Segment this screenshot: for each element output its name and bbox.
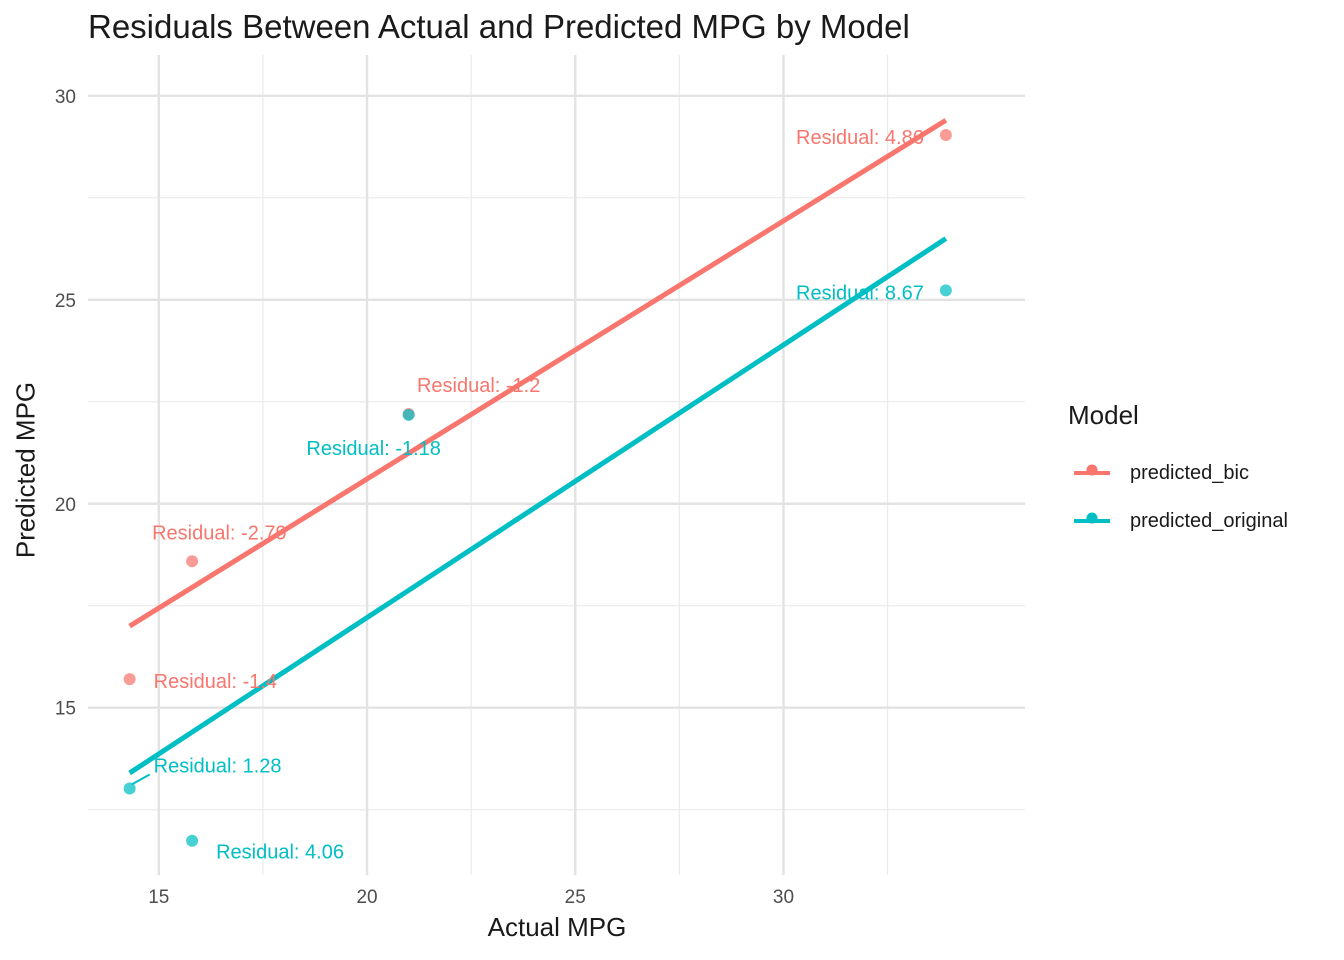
y-tick-label: 30 bbox=[55, 87, 76, 108]
residual-label-predicted-bic: Residual: 4.86 bbox=[796, 127, 924, 149]
x-tick-label: 20 bbox=[356, 887, 377, 908]
data-point-predicted-original bbox=[123, 782, 136, 795]
fit-lines bbox=[128, 118, 948, 776]
residual-label-predicted-bic: Residual: -1.2 bbox=[417, 375, 540, 397]
residual-label-predicted-original: Residual: 8.67 bbox=[796, 282, 924, 304]
y-tick-label: 20 bbox=[55, 495, 76, 516]
fit-line-predicted-original bbox=[128, 236, 948, 776]
chart-title: Residuals Between Actual and Predicted M… bbox=[88, 8, 910, 45]
data-point-predicted-original bbox=[939, 284, 952, 297]
x-tick-label: 30 bbox=[773, 887, 794, 908]
major-gridlines bbox=[88, 55, 1025, 875]
y-tick-label: 15 bbox=[55, 699, 76, 720]
legend: Model predicted_bic predicted_original bbox=[1068, 400, 1288, 545]
residual-label-predicted-bic: Residual: -2.79 bbox=[152, 522, 287, 544]
data-point-predicted-original bbox=[186, 834, 199, 847]
y-axis-tick-labels: 15 20 25 30 bbox=[55, 87, 76, 720]
minor-gridlines bbox=[88, 55, 1025, 875]
y-tick-label: 25 bbox=[55, 291, 76, 312]
fit-line-predicted-bic bbox=[128, 118, 948, 629]
legend-label-predicted-original: predicted_original bbox=[1130, 509, 1288, 532]
residual-label-predicted-original: Residual: 1.28 bbox=[154, 756, 282, 778]
legend-key-predicted-original bbox=[1068, 497, 1116, 545]
residual-label-predicted-bic: Residual: -1.4 bbox=[154, 671, 277, 693]
legend-point-predicted-bic bbox=[1086, 464, 1098, 476]
legend-title: Model bbox=[1068, 400, 1139, 430]
data-point-predicted-bic bbox=[186, 555, 199, 568]
legend-label-predicted-bic: predicted_bic bbox=[1130, 461, 1249, 484]
residual-label-predicted-original: Residual: -1.18 bbox=[306, 438, 441, 460]
data-points bbox=[123, 128, 952, 847]
data-point-predicted-bic bbox=[939, 128, 952, 141]
data-point-predicted-bic bbox=[123, 673, 136, 686]
residual-labels: Residual: -1.4 Residual: -2.79 Residual: -… bbox=[131, 127, 924, 864]
residual-label-predicted-original: Residual: 4.06 bbox=[216, 842, 344, 864]
label-segment bbox=[131, 773, 151, 786]
x-axis-tick-labels: 15 20 25 30 bbox=[148, 887, 794, 908]
legend-key-predicted-bic bbox=[1068, 449, 1116, 497]
legend-point-predicted-original bbox=[1086, 512, 1098, 524]
x-tick-label: 15 bbox=[148, 887, 169, 908]
legend-item-predicted-original: predicted_original bbox=[1068, 497, 1288, 545]
y-axis-title: Predicted MPG bbox=[10, 381, 41, 559]
x-axis-title: Actual MPG bbox=[487, 912, 627, 942]
x-tick-label: 25 bbox=[565, 887, 586, 908]
legend-item-predicted-bic: predicted_bic bbox=[1068, 449, 1288, 497]
data-point-predicted-original bbox=[402, 408, 415, 421]
